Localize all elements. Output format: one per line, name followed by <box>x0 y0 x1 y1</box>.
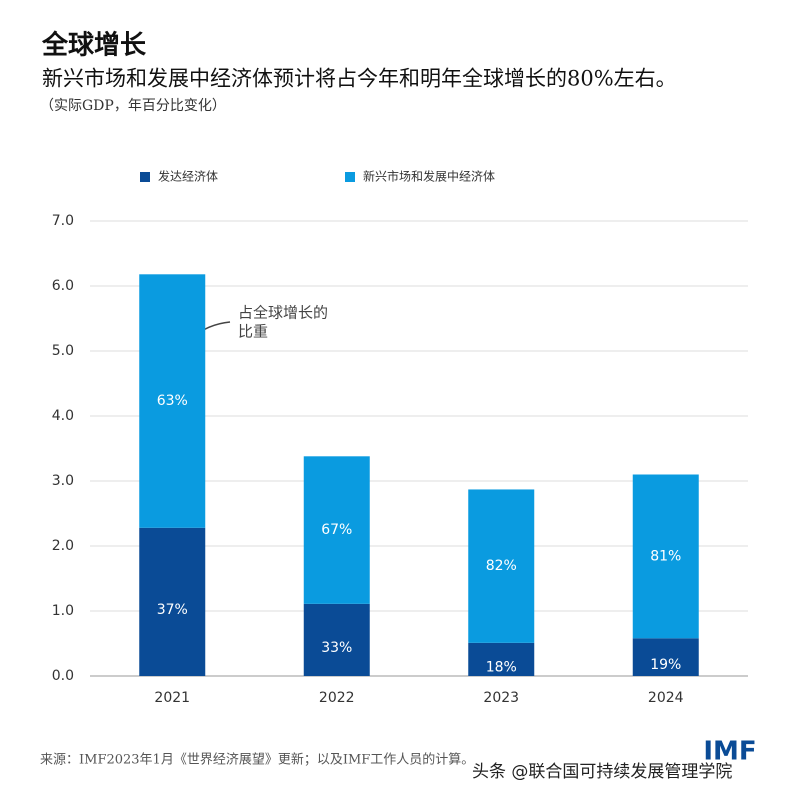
share-label: 19% <box>650 657 681 673</box>
x-tick-label: 2024 <box>648 690 684 706</box>
y-tick-label: 2.0 <box>52 538 74 554</box>
share-label: 33% <box>321 640 352 656</box>
bar-segment <box>468 642 535 676</box>
bar-segment <box>303 456 370 604</box>
watermark: 头条 @联合国可持续发展管理学院 <box>472 762 732 782</box>
logo: IMF <box>703 737 756 767</box>
bar-segment <box>139 527 206 676</box>
share-label: 81% <box>650 548 681 564</box>
share-label: 37% <box>157 602 188 618</box>
annotation: 占全球增长的 <box>238 304 328 322</box>
legend-swatch <box>140 172 150 182</box>
y-tick-label: 3.0 <box>52 473 74 489</box>
chart-title: 全球增长 <box>41 30 147 61</box>
x-tick-label: 2022 <box>319 690 355 706</box>
y-tick-label: 6.0 <box>52 278 74 294</box>
legend-label: 新兴市场和发展中经济体 <box>363 169 495 184</box>
chart-note: （实际GDP，年百分比变化） <box>40 98 226 114</box>
bar-segment <box>468 489 535 643</box>
share-label: 18% <box>486 659 517 675</box>
y-tick-label: 0.0 <box>52 668 74 684</box>
source: 来源：IMF2023年1月《世界经济展望》更新；以及IMF工作人员的计算。 <box>40 752 474 768</box>
bar-segment <box>632 474 699 639</box>
legend-swatch <box>345 172 355 182</box>
annotation: 比重 <box>238 323 268 341</box>
legend-label: 发达经济体 <box>158 169 218 184</box>
x-tick-label: 2021 <box>154 690 190 706</box>
y-tick-label: 1.0 <box>52 603 74 619</box>
bar-segment <box>632 638 699 676</box>
bar-segment <box>139 274 206 528</box>
share-label: 63% <box>157 393 188 409</box>
y-tick-label: 4.0 <box>52 408 74 424</box>
share-label: 82% <box>486 558 517 574</box>
x-tick-label: 2023 <box>483 690 519 706</box>
bar-segment <box>303 603 370 676</box>
y-tick-label: 7.0 <box>52 213 74 229</box>
y-tick-label: 5.0 <box>52 343 74 359</box>
share-label: 67% <box>321 522 352 538</box>
chart-subtitle: 新兴市场和发展中经济体预计将占今年和明年全球增长的80%左右。 <box>42 67 677 91</box>
